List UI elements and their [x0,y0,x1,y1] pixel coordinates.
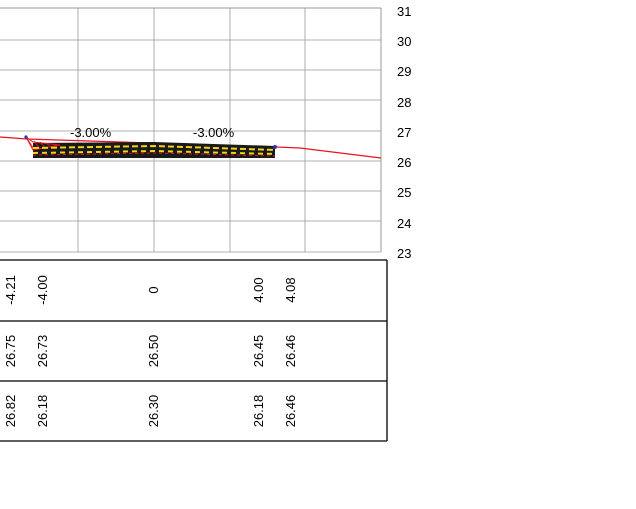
cut-slope-hatch [25,136,61,151]
elevation-label: 23 [397,246,411,261]
road-section [24,135,277,158]
elevation-label: 30 [397,34,411,49]
slope-label-left: -3.00% [70,125,112,140]
table-cell: 26.73 [35,335,50,368]
table-cell: 26.50 [146,335,161,368]
elevation-axis: 31 30 29 28 27 26 25 24 23 [397,4,411,261]
elevation-label: 28 [397,95,411,110]
subgrade-line [32,152,276,157]
elevation-label: 29 [397,64,411,79]
horizontal-gridlines [0,39,381,253]
table-cell: 26.18 [251,395,266,428]
table-cell: 4.08 [283,277,298,302]
table-cell: 26.30 [146,395,161,428]
hatch-line [33,140,41,150]
elevation-label: 27 [397,125,411,140]
elevation-label: 24 [397,216,411,231]
table-row-offset: -4.21 -4.00 0 4.00 4.08 [3,275,298,305]
table-cell: 26.46 [283,395,298,428]
table-cell: 26.46 [283,335,298,368]
table-cell: -4.21 [3,275,18,305]
base-layer-stripe [32,144,276,151]
edge-point-left [24,135,28,139]
slope-label-right: -3.00% [193,125,235,140]
table-cell: 26.18 [35,395,50,428]
vertical-gridlines [77,8,306,252]
table-cell: 26.75 [3,335,18,368]
table-cell: 26.82 [3,395,18,428]
table-row-existing-elevation: 26.82 26.18 26.30 26.18 26.46 [3,395,298,428]
elevation-label: 25 [397,185,411,200]
elevation-label: 26 [397,155,411,170]
table-cell: 4.00 [251,277,266,302]
edge-point-right [273,145,277,149]
subbase-layer-stripe [32,149,276,155]
table-row-design-elevation: 26.75 26.73 26.50 26.45 26.46 [3,335,298,368]
table-cell: 0 [146,286,161,293]
plot-area [0,7,382,253]
elevation-label: 31 [397,4,411,19]
table-cell: -4.00 [35,275,50,305]
table-cell: 26.45 [251,335,266,368]
